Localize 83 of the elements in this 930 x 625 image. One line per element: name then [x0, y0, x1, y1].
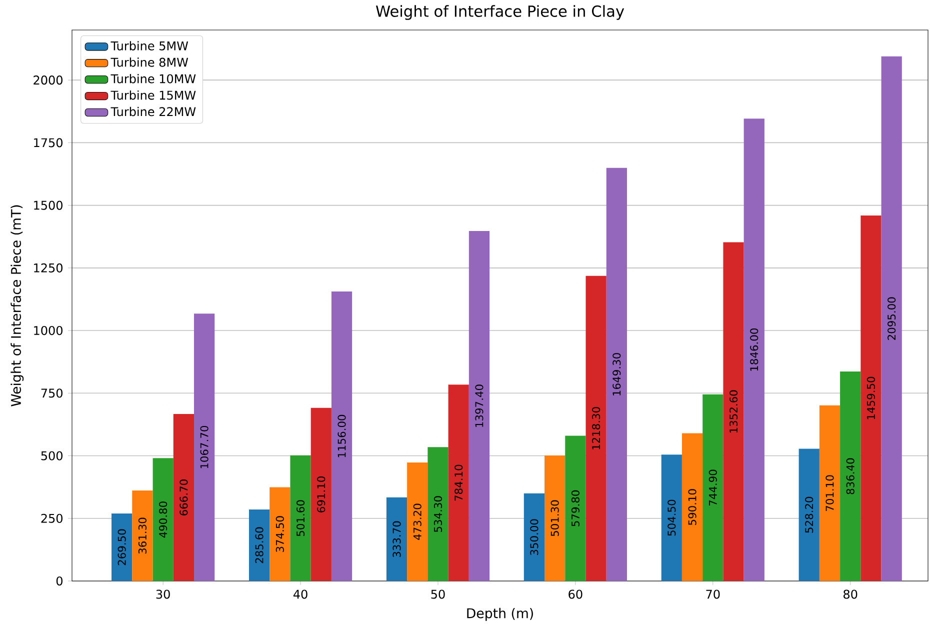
data-label: 285.60: [255, 527, 264, 563]
data-label: 333.70: [392, 521, 401, 557]
data-label: 490.80: [159, 501, 168, 538]
bar: [860, 215, 882, 581]
data-label: 534.30: [434, 496, 442, 532]
bar: [386, 497, 408, 581]
bar: [407, 462, 428, 581]
bar: [173, 414, 194, 581]
bar: [544, 455, 566, 581]
bar: [448, 384, 469, 581]
data-label: 1397.40: [475, 384, 484, 427]
y-axis-title: Weight of Interface Piece (mT): [10, 205, 24, 406]
data-label: 1649.30: [612, 352, 621, 396]
legend-label: Turbine 15MW: [110, 90, 196, 100]
bar: [840, 371, 861, 581]
legend-label: Turbine 8MW: [110, 57, 188, 67]
bar: [682, 433, 703, 581]
data-label: 528.20: [805, 496, 814, 533]
x-tick-label: 40: [293, 590, 308, 599]
data-label: 473.20: [413, 504, 422, 540]
data-label: 361.30: [138, 518, 146, 554]
data-label: 269.50: [118, 529, 126, 565]
bar: [661, 454, 682, 581]
data-label: 701.10: [826, 475, 834, 511]
data-label: 374.50: [276, 516, 284, 552]
data-label: 1218.30: [592, 406, 600, 450]
y-tick-label: 1500: [34, 200, 62, 210]
data-label: 744.90: [708, 470, 717, 506]
y-tick-label: 1250: [34, 263, 62, 272]
bar: [819, 405, 840, 581]
x-tick-label: 60: [568, 590, 582, 599]
data-label: 501.60: [296, 500, 305, 536]
data-label: 784.10: [454, 464, 463, 500]
y-tick-label: 2000: [34, 75, 62, 84]
y-tick-label: 500: [41, 451, 62, 460]
data-label: 1846.00: [750, 328, 758, 371]
bar: [290, 455, 311, 581]
bar: [132, 490, 153, 581]
bar: [798, 448, 820, 581]
bar: [565, 436, 586, 581]
bar: [310, 408, 332, 581]
legend-label: Turbine 5MW: [110, 40, 188, 50]
data-label: 1067.70: [200, 426, 208, 468]
chart-title: Weight of Interface Piece in Clay: [376, 4, 624, 20]
data-label: 836.40: [846, 458, 854, 494]
x-tick-label: 30: [156, 590, 170, 599]
y-tick-label: 1000: [34, 326, 62, 335]
x-tick-label: 80: [844, 590, 858, 599]
data-label: 1156.00: [338, 414, 346, 457]
bar: [586, 276, 606, 581]
bar: [428, 447, 448, 581]
bar: [331, 291, 352, 581]
data-label: 504.50: [668, 500, 676, 536]
bar: [270, 487, 290, 581]
y-tick-label: 750: [41, 388, 62, 398]
bar: [702, 394, 724, 581]
x-axis-title: Depth (m): [467, 608, 533, 621]
data-label: 350.00: [530, 519, 538, 555]
bar: [248, 509, 270, 581]
y-tick-label: 0: [56, 576, 62, 586]
x-tick-label: 50: [431, 590, 445, 599]
y-tick-label: 1750: [34, 138, 62, 148]
data-label: 691.10: [317, 476, 326, 512]
data-label: 501.30: [550, 500, 559, 536]
data-label: 666.70: [180, 479, 188, 516]
data-label: 579.80: [571, 490, 580, 526]
bar: [112, 513, 132, 581]
bar: [606, 168, 627, 581]
bar: [468, 230, 490, 581]
legend-label: Turbine 22MW: [110, 106, 196, 116]
bar: [881, 56, 902, 581]
data-label: 1352.60: [729, 390, 738, 432]
y-tick-label: 250: [41, 514, 62, 523]
data-label: 1459.50: [866, 376, 875, 419]
bar: [152, 458, 174, 581]
bar: [723, 242, 744, 581]
legend-label: Turbine 10MW: [110, 74, 196, 84]
bar: [194, 313, 215, 581]
bar: [744, 118, 764, 581]
data-label: 590.10: [688, 489, 696, 525]
x-tick-label: 70: [706, 590, 720, 599]
data-label: 2095.00: [888, 297, 896, 340]
bar: [524, 493, 545, 581]
